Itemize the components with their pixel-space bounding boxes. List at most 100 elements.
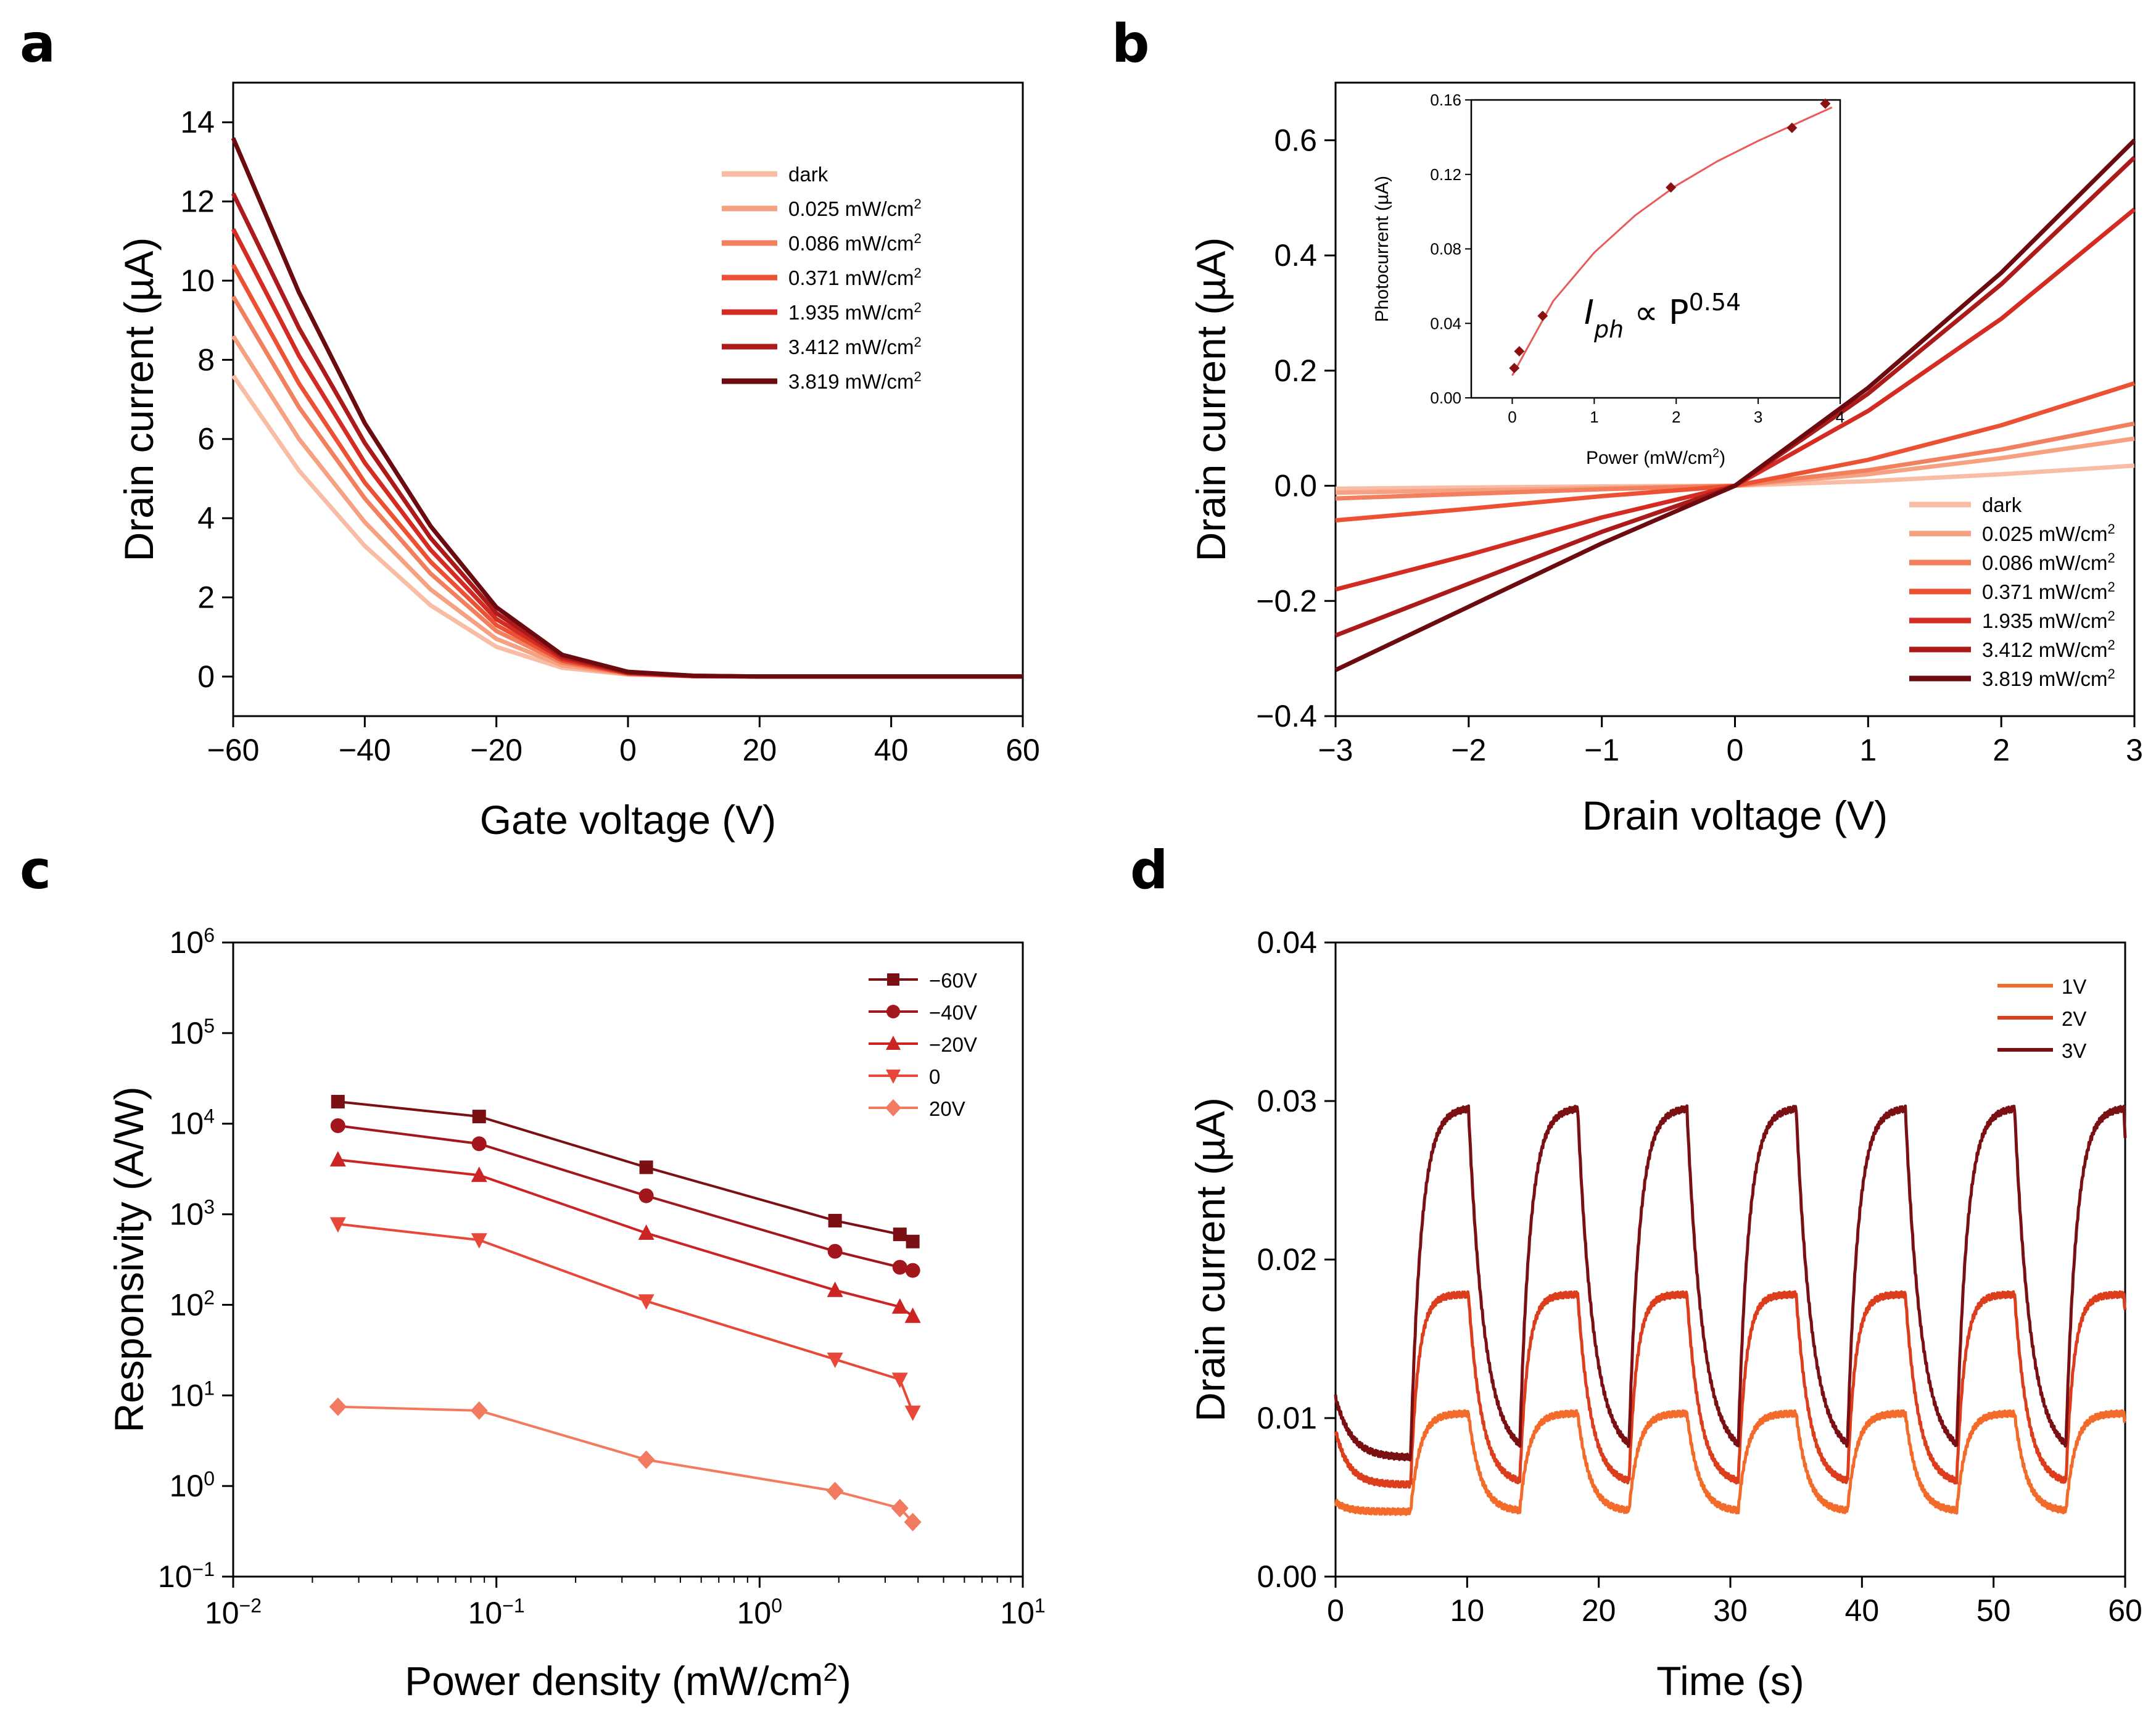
d-y-tick-label: 0.00: [1257, 1559, 1317, 1594]
c-data-point: [891, 1498, 909, 1517]
c-legend-marker: [886, 1036, 901, 1050]
a-y-tick-label: 0: [197, 659, 215, 694]
panel-label-b: b: [1112, 13, 1150, 75]
b-y-tick-label: 0.4: [1274, 238, 1317, 273]
a-legend-label: 0.025 mW/cm2: [788, 196, 922, 221]
b-inset-y-tick-label: 0.12: [1430, 165, 1461, 184]
panel-d: 0 10 20 30 40 50 60 0.00 0.01 0.02 0.03 0.04 Time (s…: [1187, 925, 2142, 1704]
c-y-tick-label: 10−1: [158, 1558, 215, 1594]
b-x-tick-label: 1: [1859, 733, 1877, 767]
b-inset-x-axis-title: Power (mW/cm2): [1586, 447, 1725, 468]
d-x-tick-label: 10: [1450, 1593, 1485, 1628]
c-data-point: [470, 1401, 488, 1420]
a-legend-label: dark: [788, 163, 828, 186]
b-legend-label: 0.086 mW/cm2: [1982, 550, 2115, 575]
a-x-axis-title: Gate voltage (V): [480, 797, 777, 843]
c-data-point: [331, 1095, 345, 1109]
c-data-point: [904, 1307, 921, 1323]
c-y-tick-base: 10: [170, 1016, 204, 1050]
c-y-tick-label: 106: [170, 924, 215, 960]
c-data-point: [639, 1160, 653, 1174]
d-legend-label: 2V: [2062, 1007, 2086, 1030]
a-y-tick-label: 6: [197, 422, 215, 456]
c-data-point: [904, 1405, 921, 1421]
a-series-line: [231, 263, 1023, 679]
d-y-tick-label: 0.04: [1257, 925, 1317, 960]
panel-label-c: c: [20, 839, 51, 901]
c-series-line: [337, 1100, 914, 1243]
c-data-point: [826, 1482, 844, 1501]
b-inset-frame: [1470, 99, 1841, 399]
d-series-line: [1334, 1409, 2126, 1516]
c-x-tick-label: 100: [737, 1594, 782, 1630]
c-x-tick-exp: −1: [502, 1594, 524, 1617]
c-xlabel-sup: 2: [824, 1657, 838, 1686]
c-data-point: [892, 1260, 907, 1275]
b-inset-fit-curve: [1511, 106, 1833, 376]
c-x-tick-exp: 1: [1035, 1594, 1046, 1617]
c-data-point: [891, 1372, 908, 1388]
a-legend-label: 0.086 mW/cm2: [788, 231, 922, 255]
c-y-tick-label: 102: [170, 1286, 215, 1322]
c-y-tick-exp: 1: [204, 1377, 215, 1399]
d-x-tick-label: 50: [1976, 1593, 2011, 1628]
d-x-tick-label: 30: [1713, 1593, 1748, 1628]
b-series-line: [1334, 138, 2136, 672]
c-data-point: [891, 1298, 908, 1314]
b-inset-y-tick-label: 0.08: [1430, 240, 1461, 258]
c-y-tick-exp: −1: [192, 1558, 215, 1580]
a-x-tick-label: −60: [207, 733, 260, 767]
c-data-point: [637, 1450, 655, 1469]
b-y-axis-title: Drain current (µA): [1188, 237, 1234, 562]
b-y-tick-label: −0.2: [1256, 584, 1317, 618]
a-legend-unit-sup: 2: [914, 196, 922, 212]
a-legend-text: 3.412 mW/cm: [788, 336, 914, 358]
a-legend-text: 0.086 mW/cm: [788, 232, 914, 255]
c-x-tick-base: 10: [468, 1596, 503, 1630]
c-data-point: [828, 1213, 842, 1227]
b-inset-y-tick-label: 0.16: [1430, 91, 1461, 109]
b-legend-text: 0.025 mW/cm: [1982, 522, 2108, 545]
b-x-tick-label: 0: [1727, 733, 1744, 767]
c-y-tick-exp: 4: [204, 1105, 215, 1128]
d-y-tick-label: 0.01: [1257, 1401, 1317, 1435]
c-data-point: [472, 1110, 486, 1124]
c-y-tick-base: 10: [170, 1107, 204, 1141]
c-legend-label: −20V: [929, 1033, 977, 1056]
panel-c: 10−2 10−1 100 10110−1100101102103104105106P…: [106, 924, 1046, 1704]
b-legend-label: 0.371 mW/cm2: [1982, 579, 2115, 604]
a-legend-unit-sup: 2: [914, 334, 922, 350]
b-annotation-sub: ph: [1593, 316, 1624, 343]
c-legend-marker: [886, 1070, 901, 1084]
c-series-line: [337, 1223, 914, 1413]
a-x-tick-label: 20: [743, 733, 777, 767]
c-data-point: [329, 1397, 347, 1416]
b-inset-xlabel-text: Power (mW/cm: [1586, 448, 1712, 468]
c-y-tick-exp: 5: [204, 1015, 215, 1037]
c-data-point: [638, 1188, 654, 1203]
c-y-tick-label: 100: [170, 1467, 215, 1503]
b-y-tick-label: 0.0: [1274, 469, 1317, 503]
c-x-tick-exp: −2: [239, 1594, 262, 1617]
a-legend-label: 3.819 mW/cm2: [788, 369, 922, 394]
a-legend-label: 3.412 mW/cm2: [788, 334, 922, 359]
a-legend-label: 0.371 mW/cm2: [788, 265, 922, 290]
c-series-line: [337, 1405, 914, 1523]
a-x-tick-label: 0: [619, 733, 637, 767]
c-y-tick-label: 105: [170, 1015, 215, 1050]
d-x-axis-title: Time (s): [1656, 1658, 1804, 1704]
c-data-point: [904, 1512, 922, 1532]
d-x-tick-label: 0: [1327, 1593, 1344, 1628]
c-y-tick-base: 10: [158, 1559, 192, 1594]
c-data-point: [827, 1281, 843, 1297]
b-annotation-sup: 0.54: [1689, 289, 1741, 316]
a-y-tick-label: 14: [180, 105, 215, 139]
b-y-tick-label: −0.4: [1256, 699, 1317, 733]
b-inset-xlabel-sup: 2: [1712, 447, 1719, 460]
b-legend-unit-sup: 2: [2108, 521, 2115, 537]
b-x-tick-label: −3: [1318, 733, 1353, 767]
panel-label-a: a: [20, 13, 56, 75]
b-inset-y-tick-label: 0.04: [1430, 314, 1461, 332]
c-y-axis-title: Responsivity (A/W): [106, 1086, 152, 1432]
